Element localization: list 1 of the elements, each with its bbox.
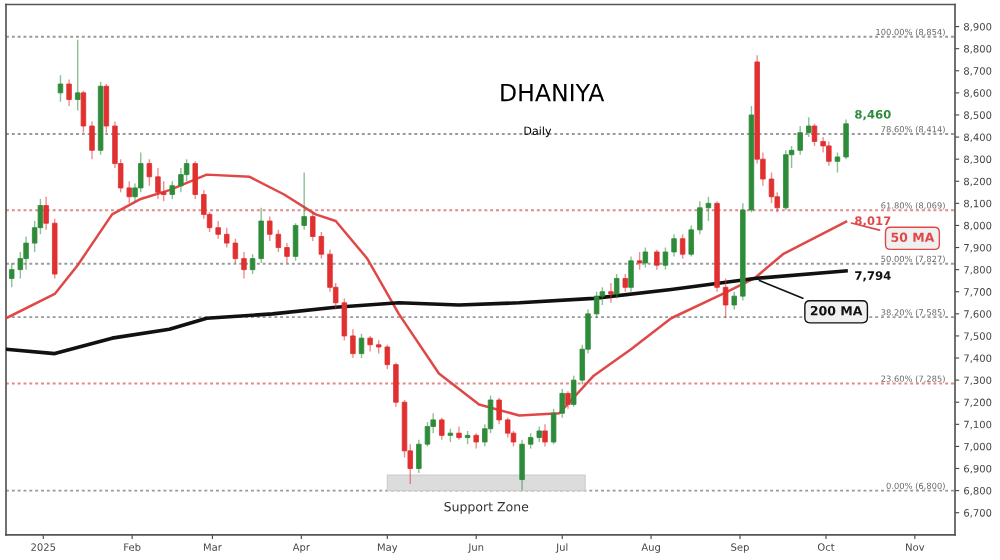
text: DHANIYA (501, 83, 605, 102)
